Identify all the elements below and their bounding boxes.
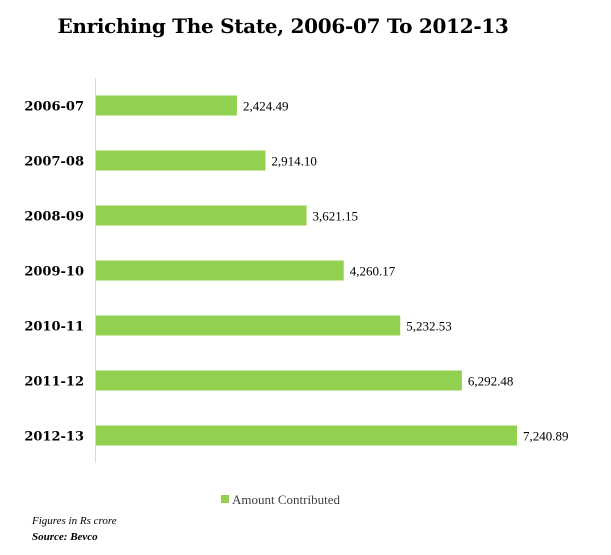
source-note: Source: Bevco [32,531,98,543]
bar [96,150,266,171]
data-label: 3,621.15 [313,209,359,224]
value-labels: 2,424.49 2,914.10 3,621.15 4,260.17 5,232.53… [243,99,569,444]
category-label: 2012-13 [24,430,84,445]
data-label: 7,240.89 [523,429,569,444]
legend-label: Amount Contributed [232,492,340,507]
data-label: 5,232.53 [406,319,452,334]
bar [96,425,517,446]
legend: Amount Contributed [221,492,340,507]
category-label: 2007-08 [24,155,84,170]
category-label: 2009-10 [24,265,84,280]
category-label: 2011-12 [24,375,84,390]
data-label: 2,424.49 [243,99,289,114]
data-label: 4,260.17 [350,264,396,279]
bar [96,315,401,336]
chart-title: Enriching The State, 2006-07 To 2012-13 [57,14,509,38]
category-labels: 2006-07 2007-08 2008-09 2009-10 2010-11 2011-… [24,100,84,445]
units-note: Figures in Rs crore [32,515,117,527]
bar [96,260,344,281]
bars [96,95,517,446]
data-label: 6,292.48 [468,374,514,389]
category-label: 2010-11 [24,320,84,335]
bar [96,370,462,391]
category-label: 2008-09 [24,210,84,225]
legend-swatch [221,495,229,503]
data-label: 2,914.10 [271,154,317,169]
bar [96,205,307,226]
bar [96,95,237,116]
category-label: 2006-07 [24,100,84,115]
